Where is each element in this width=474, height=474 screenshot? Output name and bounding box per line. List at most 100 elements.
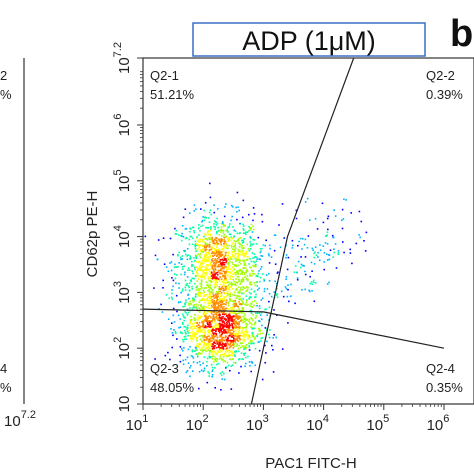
density-point [245, 233, 247, 235]
density-point [218, 317, 220, 320]
density-point [222, 299, 224, 301]
density-point [288, 300, 290, 303]
density-point [304, 256, 307, 258]
density-point [227, 226, 230, 229]
density-point [224, 271, 226, 273]
density-point [223, 330, 225, 332]
density-point [162, 237, 165, 239]
density-point [206, 267, 208, 270]
density-point [225, 277, 227, 280]
density-point [233, 361, 235, 364]
density-point [215, 246, 218, 249]
density-point [248, 213, 250, 216]
density-point [231, 316, 233, 318]
density-point [221, 240, 223, 242]
density-point [196, 317, 199, 319]
density-point [224, 319, 227, 321]
density-point [225, 342, 227, 345]
density-point [206, 365, 208, 367]
density-point [225, 260, 228, 262]
density-point [223, 305, 225, 308]
density-point [286, 268, 289, 271]
density-point [197, 304, 199, 307]
density-point [213, 261, 215, 264]
density-point [223, 225, 225, 228]
density-point [262, 244, 265, 246]
density-point [205, 244, 208, 247]
density-point [216, 308, 219, 311]
density-point [199, 283, 201, 285]
density-point [275, 294, 278, 296]
density-point [222, 259, 225, 262]
density-point [258, 258, 260, 260]
density-point [234, 340, 236, 343]
density-point [206, 318, 208, 321]
density-point [236, 240, 239, 242]
density-point [198, 311, 201, 313]
density-point [242, 267, 244, 269]
density-point [243, 273, 246, 276]
density-point [200, 292, 202, 295]
density-point [227, 318, 230, 320]
density-point [190, 319, 192, 321]
density-point [236, 210, 238, 213]
density-point [243, 312, 245, 315]
density-point [238, 250, 240, 252]
density-point [215, 259, 218, 262]
density-point [350, 212, 352, 214]
x-tick-label: 102 [186, 413, 209, 434]
density-point [213, 304, 215, 306]
density-point [238, 232, 241, 235]
density-point [212, 289, 214, 291]
density-point [219, 334, 221, 337]
density-point [282, 295, 285, 298]
density-point [229, 223, 231, 225]
density-point [221, 321, 224, 324]
density-point [252, 219, 254, 222]
density-point [186, 258, 189, 261]
density-point [210, 277, 212, 280]
density-point [243, 292, 245, 294]
density-point [219, 317, 221, 319]
density-point [157, 239, 160, 241]
density-point [242, 328, 244, 330]
density-point [209, 271, 211, 273]
density-point [208, 321, 211, 324]
density-point [226, 273, 228, 276]
density-point [228, 324, 231, 326]
density-point [220, 334, 223, 336]
density-point [222, 339, 225, 341]
density-point [295, 217, 298, 220]
density-point [195, 286, 197, 289]
density-point [184, 317, 186, 319]
density-point [221, 323, 224, 326]
density-point [245, 326, 247, 329]
density-point [245, 290, 247, 292]
density-point [252, 342, 255, 344]
density-point [215, 261, 217, 263]
density-point [199, 316, 202, 318]
density-point [222, 287, 224, 290]
density-point [210, 275, 213, 277]
density-point [222, 230, 225, 232]
density-point [219, 260, 221, 263]
density-point [189, 235, 192, 238]
density-point [206, 360, 208, 363]
density-point [250, 342, 252, 345]
density-point [251, 318, 253, 320]
density-point [205, 347, 207, 350]
density-point [202, 272, 205, 275]
density-point [202, 349, 204, 351]
density-point [253, 327, 256, 330]
density-point [251, 269, 253, 272]
density-point [196, 332, 199, 335]
density-point [254, 317, 257, 319]
density-point [174, 273, 176, 275]
density-point [235, 278, 237, 280]
density-point [294, 265, 297, 267]
density-point [184, 271, 186, 274]
density-point [200, 305, 202, 307]
density-point [192, 332, 195, 335]
density-point [238, 275, 240, 278]
density-point [244, 255, 246, 257]
